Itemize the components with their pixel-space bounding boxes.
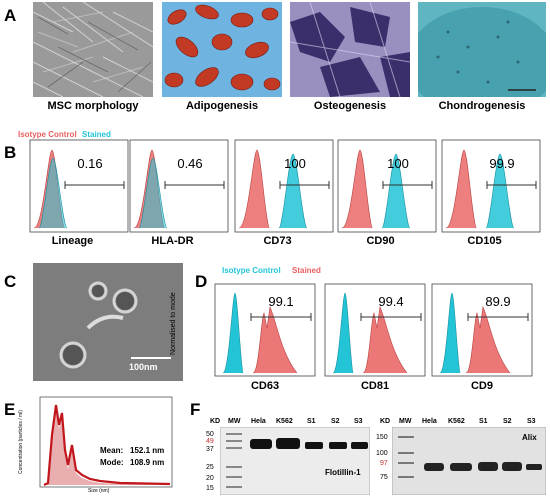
tem-image: 100nm bbox=[33, 263, 183, 381]
blot1-lane-s2: S2 bbox=[331, 418, 340, 425]
marker-cd105: CD105 bbox=[467, 235, 502, 247]
flow-b-percent: 100 bbox=[387, 156, 409, 171]
marker-cd63: CD63 bbox=[250, 380, 280, 392]
isotype-peak bbox=[222, 292, 244, 374]
nta-mode-value: 108.9 nm bbox=[130, 458, 165, 467]
scale-bar-label: 100nm bbox=[129, 362, 158, 372]
adipogenesis-image bbox=[162, 2, 282, 97]
panel-label-d: D bbox=[195, 272, 208, 291]
flow-d-plot-0: 99.1 bbox=[214, 283, 316, 377]
nta-mean-value: 152.1 nm bbox=[130, 446, 165, 455]
blot2-lane-k562: K562 bbox=[448, 418, 465, 425]
legend-isotype-b: Isotype Control bbox=[18, 130, 77, 139]
blot1-lane-k562: K562 bbox=[276, 418, 293, 425]
marker-cd9: CD9 bbox=[470, 380, 493, 392]
blot1-lane-hela: Hela bbox=[251, 418, 266, 425]
stained-peak bbox=[381, 153, 411, 229]
caption-osteogenesis: Osteogenesis bbox=[313, 100, 387, 112]
blot1-kd-37: 37 bbox=[206, 446, 214, 453]
nta-size-distribution bbox=[39, 396, 173, 488]
flow-b-plot-0: 0.16 bbox=[29, 139, 129, 233]
blot1-lane-s1: S1 bbox=[307, 418, 316, 425]
osteogenesis-image bbox=[290, 2, 410, 97]
stained-peak bbox=[38, 157, 68, 229]
isotype-peak bbox=[238, 149, 270, 229]
blot2-kd-97: 97 bbox=[380, 460, 388, 467]
flow-d-percent: 99.1 bbox=[268, 294, 293, 309]
marker-cd73: CD73 bbox=[263, 235, 292, 247]
stained-peak bbox=[362, 305, 408, 374]
blot1-kd-50: 50 bbox=[206, 431, 214, 438]
isotype-peak bbox=[439, 292, 461, 374]
flow-b-percent: 99.9 bbox=[489, 156, 514, 171]
caption-msc-morphology: MSC morphology bbox=[47, 100, 139, 112]
flow-b-percent: 0.16 bbox=[77, 156, 102, 171]
stained-peak bbox=[278, 153, 308, 229]
flow-b-plot-1: 0.46 bbox=[129, 139, 229, 233]
stained-peak bbox=[465, 305, 511, 374]
panel-label-c: C bbox=[4, 272, 17, 291]
blot2-lane-hela: Hela bbox=[422, 418, 437, 425]
blot1-kd-49: 49 bbox=[206, 438, 214, 445]
panel-label-e: E bbox=[4, 400, 16, 419]
caption-adipogenesis: Adipogenesis bbox=[185, 100, 259, 112]
flow-b-percent: 100 bbox=[284, 156, 306, 171]
flow-b-plot-4: 99.9 bbox=[441, 139, 541, 233]
flow-d-plot-2: 89.9 bbox=[431, 283, 533, 377]
marker-cd81: CD81 bbox=[360, 380, 390, 392]
blot1-lane-mw: MW bbox=[228, 418, 241, 425]
blot2-kd-header: KD bbox=[380, 418, 391, 425]
flow-b-plot-2: 100 bbox=[234, 139, 334, 233]
blot2-lane-s2: S2 bbox=[503, 418, 512, 425]
blot1-kd-header: KD bbox=[210, 418, 221, 425]
isotype-peak bbox=[445, 149, 477, 229]
caption-chondrogenesis: Chondrogenesis bbox=[438, 100, 526, 112]
marker-lineage: Lineage bbox=[51, 235, 94, 247]
isotype-peak bbox=[341, 149, 373, 229]
blot2-membrane bbox=[392, 427, 546, 495]
nta-mean-label: Mean: bbox=[100, 446, 124, 455]
flow-cytometry-d: 99.1 99.4 89.9 bbox=[214, 283, 533, 377]
blot2-lane-s1: S1 bbox=[479, 418, 488, 425]
panel-label-f: F bbox=[190, 400, 201, 419]
nta-ylabel: Concentration (particles / ml) bbox=[18, 410, 24, 474]
blot1-kd-20: 20 bbox=[206, 475, 214, 482]
flow-d-plot-1: 99.4 bbox=[324, 283, 426, 377]
blot2-kd-150: 150 bbox=[376, 434, 388, 441]
marker-hla-dr: HLA-DR bbox=[151, 235, 194, 247]
blot1-lane-s3: S3 bbox=[354, 418, 363, 425]
stained-peak bbox=[252, 305, 298, 374]
legend-stained-d: Stained bbox=[292, 266, 321, 275]
nta-xlabel: Size (nm) bbox=[88, 488, 110, 494]
blot2-kd-75: 75 bbox=[380, 474, 388, 481]
flow-b-percent: 0.46 bbox=[177, 156, 202, 171]
stained-peak bbox=[485, 153, 515, 229]
isotype-peak bbox=[332, 292, 354, 374]
blot2-lane-s3: S3 bbox=[527, 418, 536, 425]
chondrogenesis-image bbox=[418, 2, 546, 97]
blot1-kd-15: 15 bbox=[206, 485, 214, 492]
blot2-protein: Alix bbox=[522, 433, 537, 442]
flow-d-percent: 99.4 bbox=[378, 294, 403, 309]
flow-b-plot-3: 100 bbox=[337, 139, 437, 233]
stained-peak bbox=[138, 157, 168, 229]
flow-d-percent: 89.9 bbox=[485, 294, 510, 309]
nta-mode-label: Mode: bbox=[100, 458, 124, 467]
blot1-kd-25: 25 bbox=[206, 464, 214, 471]
blot2-kd-100: 100 bbox=[376, 450, 388, 457]
legend-stained-b: Stained bbox=[82, 130, 111, 139]
legend-isotype-d: Isotype Control bbox=[222, 266, 281, 275]
flow-cytometry-b: 0.16 0.46 100 100 99.9 bbox=[29, 139, 541, 233]
panel-label-a: A bbox=[4, 6, 17, 25]
marker-cd90: CD90 bbox=[366, 235, 395, 247]
blot1-membrane bbox=[220, 427, 370, 495]
blot2-lane-mw: MW bbox=[399, 418, 412, 425]
panel-label-b: B bbox=[4, 143, 17, 162]
msc-morphology-image bbox=[33, 2, 153, 97]
blot1-protein: Flotillin-1 bbox=[325, 468, 361, 477]
